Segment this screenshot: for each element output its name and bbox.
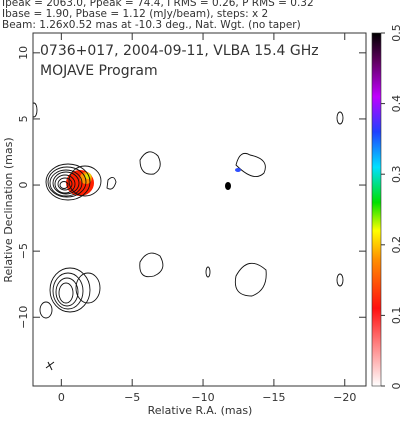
colorbar-tick-label: 0.5	[390, 24, 403, 42]
header-line: Ibase = 1.90, Pbase = 1.12 (mJy/beam), s…	[2, 8, 268, 20]
contour	[106, 177, 117, 190]
contour	[52, 272, 84, 310]
colorbar-tick-label: 0.2	[390, 236, 403, 254]
contour	[139, 151, 161, 175]
contour	[52, 171, 80, 195]
contour	[58, 282, 74, 304]
contour	[225, 182, 231, 190]
x-tick-label: −5	[124, 391, 140, 404]
y-tick-label: −5	[17, 243, 30, 259]
y-tick-label: −10	[17, 306, 30, 329]
contour	[75, 272, 101, 304]
x-tick-label: −10	[191, 391, 214, 404]
y-tick-label: 10	[17, 46, 30, 60]
header-line: Ipeak = 2063.0, Ppeak = 74.4, I RMS = 0.…	[2, 0, 314, 9]
contours	[33, 102, 344, 371]
x-tick-label: −15	[262, 391, 285, 404]
contour	[205, 266, 211, 278]
polarization-blob	[235, 168, 241, 172]
colorbar-tick-label: 0.4	[390, 95, 403, 113]
contour	[235, 152, 266, 178]
contour	[49, 169, 83, 197]
chart-subtitle: MOJAVE Program	[40, 63, 158, 79]
contour	[336, 111, 344, 125]
contour	[336, 273, 344, 287]
x-tick-label: −20	[333, 391, 356, 404]
contour	[234, 262, 267, 297]
chart-title: 0736+017, 2004-09-11, VLBA 15.4 GHz	[40, 43, 319, 59]
y-axis-label: Relative Declination (mas)	[2, 137, 15, 282]
contour	[54, 174, 76, 194]
colorbar-tick-label: 0	[390, 383, 403, 390]
colorbar	[371, 32, 382, 387]
contour	[57, 177, 73, 191]
contour	[39, 301, 53, 319]
contour	[49, 267, 91, 313]
x-tick-label: 0	[58, 391, 65, 404]
contour	[47, 166, 87, 198]
y-tick-label: 0	[17, 182, 30, 189]
contour	[45, 163, 91, 201]
x-axis-label: Relative R.A. (mas)	[148, 404, 253, 417]
contour	[68, 165, 102, 197]
contour	[59, 181, 69, 189]
colorbar-tick-label: 0.3	[390, 165, 403, 183]
contour	[55, 277, 79, 307]
header-line: Beam: 1.26x0.52 mas at -10.3 deg., Nat. …	[2, 19, 301, 31]
colorbar-tick-label: 0.1	[390, 307, 403, 325]
plot-frame	[32, 32, 367, 387]
contour	[33, 102, 38, 118]
contour	[139, 252, 164, 278]
beam	[45, 361, 55, 371]
y-tick-label: 5	[17, 115, 30, 122]
